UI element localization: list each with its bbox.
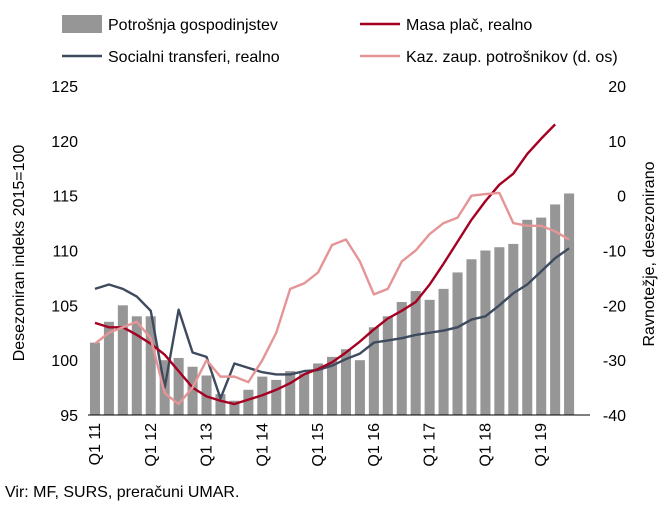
y-axis-label: Desezoniran indeks 2015=100 — [11, 145, 28, 362]
x-tick-label: Q1 11 — [87, 423, 104, 466]
bar-12 — [243, 389, 254, 415]
bar-28 — [466, 259, 477, 415]
bar-7 — [173, 357, 184, 415]
legend-label: Masa plač, realno — [406, 17, 532, 34]
bar-34 — [550, 204, 561, 415]
y2-tick-label: -30 — [603, 353, 626, 370]
bar-31 — [508, 243, 519, 415]
bar-24 — [410, 291, 421, 415]
bar-22 — [382, 316, 393, 415]
y2-tick-label: -40 — [603, 408, 626, 425]
y-tick-label: 120 — [51, 134, 78, 151]
y2-axis-label: Ravnotežje, desezonirano — [641, 161, 658, 346]
bar-16 — [299, 373, 310, 415]
bar-19 — [340, 349, 351, 415]
y-axis-ticks: 95 100 105 110 115 120 125 — [51, 79, 78, 425]
bar-1 — [89, 342, 100, 415]
bar-18 — [327, 356, 338, 415]
bar-23 — [396, 302, 407, 415]
bar-10 — [215, 394, 226, 415]
bar-11 — [229, 400, 240, 415]
bar-33 — [536, 217, 547, 415]
line-series-1 — [94, 247, 570, 400]
legend-label: Kaz. zaup. potrošnikov (d. os) — [406, 49, 618, 66]
bar-8 — [187, 366, 198, 415]
source-note: Vir: MF, SURS, preračuni UMAR. — [5, 484, 240, 501]
x-tick-label: Q1 16 — [366, 423, 383, 467]
bar-35 — [564, 193, 575, 415]
line-series-group — [94, 123, 570, 406]
legend: Potrošnja gospodinjstev Masa plač, realno… — [62, 15, 618, 66]
line-series-3 — [94, 191, 570, 406]
bar-25 — [424, 299, 435, 415]
y-tick-label: 115 — [52, 189, 78, 206]
x-tick-label: Q1 12 — [143, 423, 160, 467]
bar-29 — [480, 250, 491, 415]
bar-26 — [438, 288, 449, 415]
bar-14 — [271, 379, 282, 415]
y2-tick-label: -20 — [603, 298, 626, 315]
legend-label: Socialni transferi, realno — [108, 49, 280, 66]
bar-30 — [494, 247, 505, 415]
legend-label: Potrošnja gospodinjstev — [108, 17, 278, 34]
y2-tick-label: -10 — [603, 244, 626, 261]
bar-32 — [522, 219, 533, 415]
y2-tick-label: 20 — [608, 79, 626, 96]
bar-17 — [313, 363, 324, 415]
line-series-2 — [94, 123, 556, 406]
y-tick-label: 125 — [51, 79, 78, 96]
y-tick-label: 110 — [52, 244, 78, 261]
x-tick-label: Q1 13 — [199, 423, 216, 467]
bar-series-group — [89, 193, 575, 415]
y-tick-label: 95 — [60, 408, 78, 425]
bar-3 — [117, 305, 128, 415]
y-tick-label: 105 — [51, 298, 78, 315]
legend-swatch — [62, 15, 102, 33]
bar-15 — [285, 371, 296, 415]
x-tick-label: Q1 14 — [254, 423, 271, 467]
x-tick-label: Q1 19 — [533, 423, 550, 467]
bar-4 — [131, 316, 142, 415]
x-axis-ticks: Q1 11 Q1 12 Q1 13 Q1 14 Q1 15 Q1 16 Q1 17 Q1 18… — [87, 423, 550, 467]
y2-tick-label: 10 — [608, 134, 626, 151]
x-tick-label: Q1 17 — [422, 423, 439, 467]
bar-21 — [368, 327, 379, 415]
x-tick-label: Q1 15 — [310, 423, 327, 467]
bar-2 — [103, 321, 114, 415]
bar-20 — [354, 360, 365, 415]
bar-27 — [452, 272, 463, 415]
y2-axis-ticks: -40 -30 -20 -10 0 10 20 — [603, 79, 626, 425]
y-tick-label: 100 — [51, 353, 78, 370]
y2-tick-label: 0 — [617, 189, 626, 206]
bar-5 — [145, 316, 156, 415]
x-tick-label: Q1 18 — [477, 423, 494, 467]
